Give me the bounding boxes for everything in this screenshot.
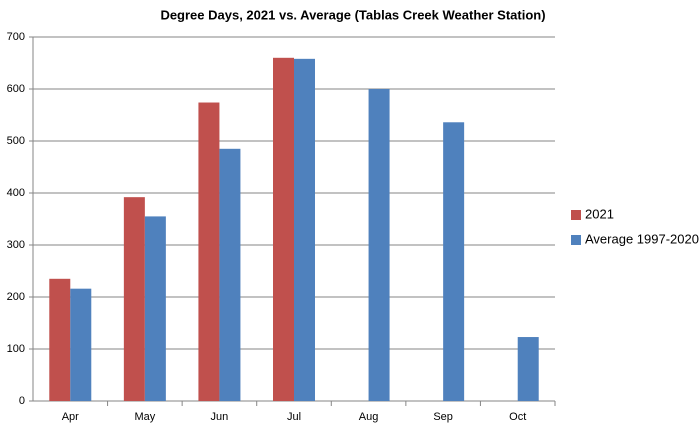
bar bbox=[219, 148, 241, 401]
legend-swatch bbox=[571, 235, 581, 245]
y-tick-label: 700 bbox=[7, 31, 25, 43]
bar bbox=[517, 337, 539, 401]
x-tick-label: May bbox=[134, 411, 155, 423]
bar bbox=[198, 102, 220, 402]
x-tick-label: Jun bbox=[211, 411, 229, 423]
y-tick-label: 500 bbox=[7, 135, 25, 147]
legend-swatch bbox=[571, 210, 581, 220]
bar bbox=[294, 58, 315, 402]
bar bbox=[70, 288, 92, 401]
x-tick-label: Oct bbox=[509, 411, 526, 423]
bar bbox=[443, 122, 465, 401]
y-tick-label: 100 bbox=[7, 343, 25, 355]
x-tick-label: Jul bbox=[287, 411, 301, 423]
y-tick-label: 200 bbox=[7, 291, 25, 303]
x-tick-label: Apr bbox=[62, 411, 79, 423]
chart-title: Degree Days, 2021 vs. Average (Tablas Cr… bbox=[160, 7, 545, 22]
legend-label: 2021 bbox=[585, 206, 614, 221]
bar bbox=[123, 197, 145, 401]
y-tick-label: 0 bbox=[19, 395, 25, 407]
x-tick-label: Aug bbox=[359, 411, 379, 423]
legend-label: Average 1997-2020 bbox=[585, 231, 699, 246]
bar bbox=[144, 216, 166, 401]
y-tick-label: 400 bbox=[7, 187, 25, 199]
x-tick-label: Sep bbox=[433, 411, 453, 423]
bar bbox=[368, 89, 390, 401]
y-tick-label: 600 bbox=[7, 83, 25, 95]
y-tick-label: 300 bbox=[7, 239, 25, 251]
bar bbox=[49, 278, 71, 401]
bar bbox=[273, 57, 294, 402]
